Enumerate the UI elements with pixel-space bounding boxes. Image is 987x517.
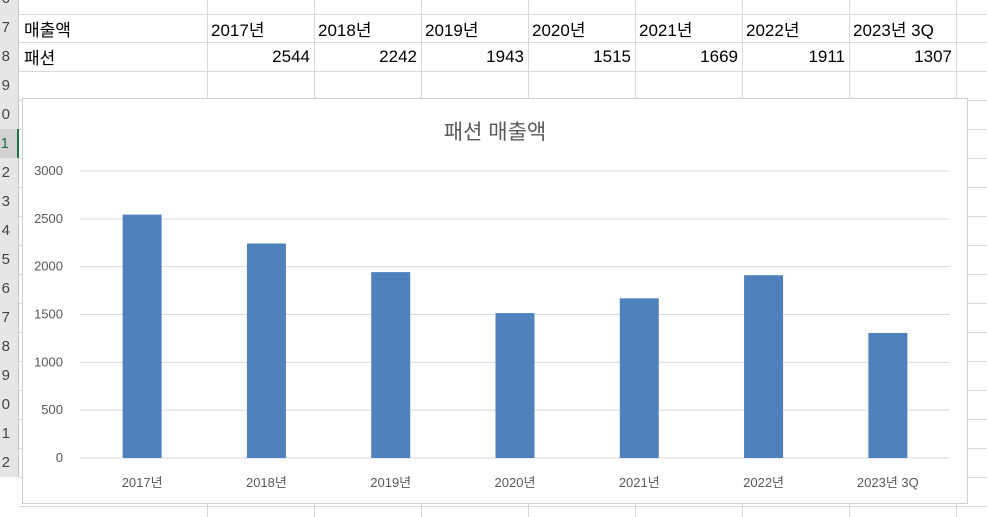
row-number[interactable]: 9 (0, 71, 19, 100)
row-number-label: 3 (1, 192, 10, 210)
x-tick-label: 2019년 (370, 475, 411, 490)
x-tick-label: 2022년 (743, 475, 784, 490)
bar (371, 272, 411, 458)
x-tick-label: 2021년 (619, 475, 660, 490)
row-number[interactable]: 1 (0, 129, 19, 158)
cell-value-2022[interactable]: 1911 (808, 46, 845, 66)
row-gridline (19, 42, 987, 43)
x-tick-label: 2020년 (495, 475, 536, 490)
row-number[interactable]: 8 (0, 332, 19, 361)
row-number[interactable]: 6 (0, 0, 19, 14)
y-tick-label: 1500 (34, 307, 63, 322)
row-gridline (19, 506, 987, 507)
row-number-label: 0 (1, 395, 10, 413)
y-tick-label: 2000 (34, 259, 63, 274)
row-gridline (19, 71, 987, 72)
x-tick-label: 2018년 (246, 475, 287, 490)
row-number-label: 2 (1, 453, 10, 471)
cell-data-label[interactable]: 패션 (24, 49, 56, 68)
bar (868, 332, 908, 458)
cell-value-2021[interactable]: 1669 (700, 46, 738, 66)
cell-value-2019[interactable]: 1943 (486, 46, 524, 66)
row-number[interactable]: 9 (0, 361, 19, 390)
row-number[interactable]: 8 (0, 42, 19, 71)
row-number[interactable]: 1 (0, 419, 19, 448)
row-number-label: 1 (0, 134, 9, 152)
y-tick-label: 0 (56, 450, 63, 465)
row-number-label: 0 (1, 105, 10, 123)
row-number[interactable]: 2 (0, 448, 19, 477)
cell-year-2023-3q[interactable]: 2023년 3Q (853, 20, 934, 40)
row-number-label: 6 (1, 279, 10, 297)
row-number-label: 7 (1, 19, 10, 36)
row-number[interactable]: 2 (0, 158, 19, 187)
row-number-label: 8 (1, 47, 10, 65)
y-tick-label: 3000 (34, 163, 63, 178)
cell-value-2023-3q[interactable]: 1307 (914, 46, 952, 66)
row-number[interactable]: 3 (0, 187, 19, 216)
row-number[interactable]: 7 (0, 303, 19, 332)
row-number[interactable]: 0 (0, 100, 19, 129)
y-tick-label: 500 (41, 402, 63, 417)
row-number[interactable]: 6 (0, 274, 19, 303)
row-number-label: 2 (1, 163, 10, 181)
x-tick-label: 2023년 3Q (857, 475, 919, 490)
row-number-label: 1 (1, 424, 10, 442)
row-gridline (19, 14, 987, 15)
row-number-label: 4 (1, 221, 10, 239)
row-number-label: 9 (1, 76, 10, 94)
chart-y-axis: 0 500 1000 1500 2000 2500 3000 (34, 163, 63, 465)
cell-year-2020[interactable]: 2020년 (532, 20, 586, 40)
cell-year-2022[interactable]: 2022년 (746, 20, 800, 40)
cell-year-2017[interactable]: 2017년 (211, 20, 265, 40)
row-number-label: 8 (1, 337, 10, 355)
chart-bars (122, 214, 908, 458)
cell-value-2017[interactable]: 2544 (272, 46, 310, 66)
cell-year-2021[interactable]: 2021년 (639, 20, 693, 40)
chart-object[interactable]: 패션 매출액 0 500 1000 1500 2000 2500 3000 2017년 201… (22, 98, 968, 504)
bar (619, 298, 659, 458)
cell-year-2018[interactable]: 2018년 (318, 20, 372, 40)
cell-year-2019[interactable]: 2019년 (425, 20, 479, 40)
cell-value-2018[interactable]: 2242 (379, 46, 417, 66)
row-number[interactable]: 0 (0, 390, 19, 419)
x-tick-label: 2017년 (122, 475, 163, 490)
cell-header-label[interactable]: 매출액 (24, 20, 71, 40)
bar (495, 313, 535, 458)
cell-value-2020[interactable]: 1515 (593, 46, 631, 66)
chart-x-axis: 2017년 2018년 2019년 2020년 2021년 2022년 2023년 3Q (122, 475, 919, 490)
row-number-label: 5 (1, 250, 10, 268)
row-number[interactable]: 7 (0, 14, 19, 42)
bar (744, 275, 784, 458)
y-tick-label: 1000 (34, 354, 63, 369)
bar (246, 243, 286, 458)
row-number[interactable]: 5 (0, 245, 19, 274)
chart-title: 패션 매출액 (444, 121, 546, 144)
y-tick-label: 2500 (34, 211, 63, 226)
row-number-label: 9 (1, 366, 10, 384)
bar (122, 214, 162, 458)
row-number-label: 7 (1, 308, 10, 326)
row-number[interactable]: 4 (0, 216, 19, 245)
row-number-label: 6 (2, 0, 10, 6)
